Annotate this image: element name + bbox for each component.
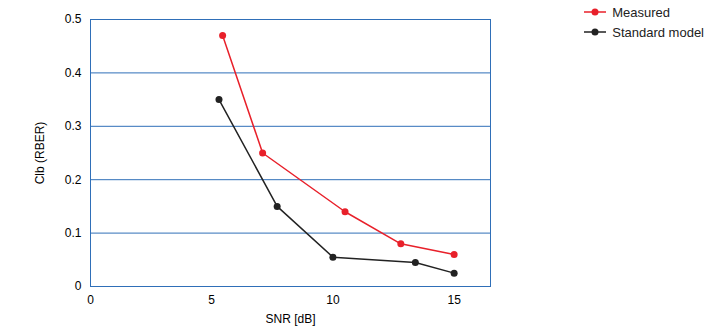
svg-text:10: 10 — [326, 293, 340, 307]
svg-text:15: 15 — [447, 293, 461, 307]
html-text:Measured: Measured — [612, 4, 670, 20]
svg-text:0.2: 0.2 — [65, 173, 82, 187]
svg-text:0: 0 — [75, 279, 82, 293]
svg-text:Clb (RBER): Clb (RBER) — [33, 122, 47, 185]
html-text:Standard model: Standard model — [612, 24, 704, 40]
svg-text:0.3: 0.3 — [65, 119, 82, 133]
svg-text:0.5: 0.5 — [65, 12, 82, 26]
svg-text:0: 0 — [87, 293, 94, 307]
svg-text:SNR [dB]: SNR [dB] — [265, 312, 315, 326]
svg-text:0.1: 0.1 — [65, 226, 82, 240]
svg-text:0.4: 0.4 — [65, 66, 82, 80]
svg-text:5: 5 — [208, 293, 215, 307]
